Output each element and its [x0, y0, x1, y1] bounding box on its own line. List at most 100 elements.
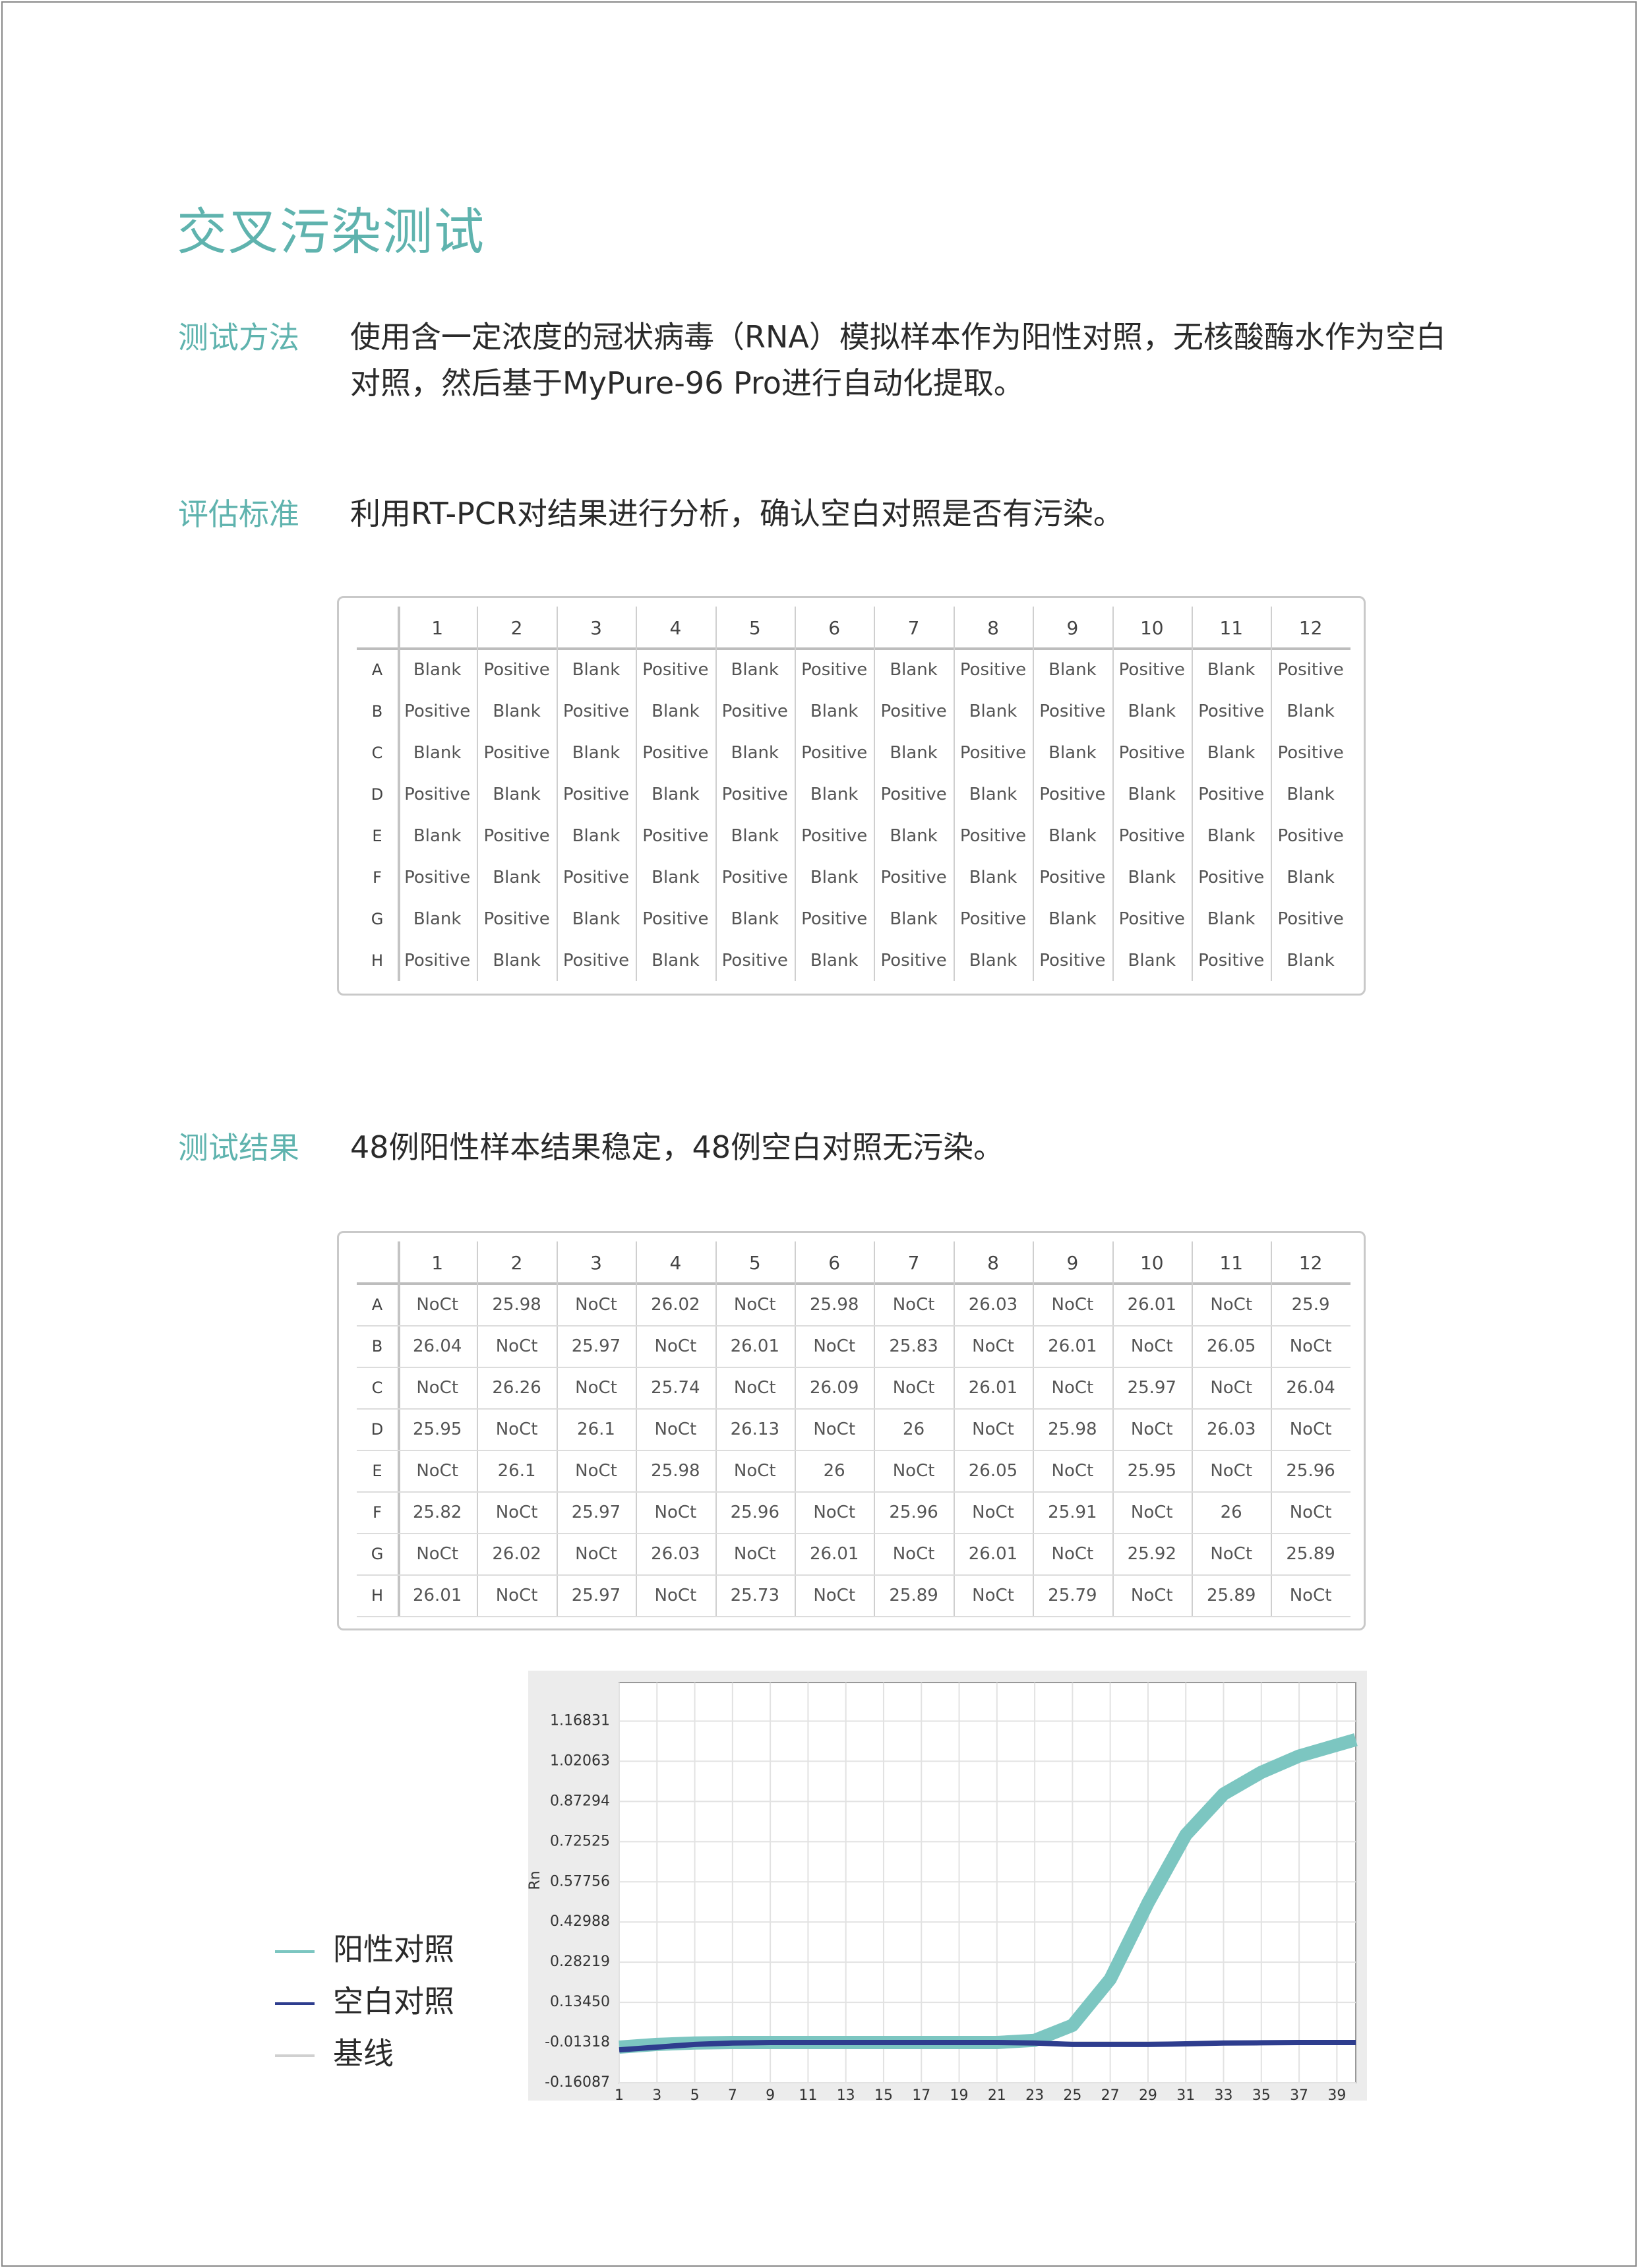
table-cell: Blank [810, 950, 859, 970]
column-rule [874, 1241, 876, 1616]
column-rule [1271, 607, 1273, 981]
table-cell: Blank [890, 825, 938, 846]
column-rule [1033, 607, 1035, 981]
table-cell: NoCt [1051, 1460, 1094, 1481]
table-cell: Blank [1048, 659, 1097, 680]
column-rule [1033, 1241, 1035, 1616]
row-rule [357, 1616, 1350, 1617]
table-cell: Blank [652, 867, 700, 887]
table-cell: NoCt [575, 1294, 617, 1315]
row-header: D [371, 1419, 384, 1439]
column-rule [398, 607, 400, 981]
table-cell: NoCt [654, 1336, 697, 1356]
table-cell: Positive [1039, 701, 1106, 721]
y-tick-label: 0.87294 [550, 1793, 610, 1809]
table-cell: NoCt [1130, 1502, 1173, 1522]
table-cell: 26.02 [492, 1543, 541, 1564]
section-label: 测试方法 [178, 320, 299, 355]
x-tick-label: 19 [950, 2087, 969, 2104]
table-cell: NoCt [892, 1377, 935, 1398]
table-cell: NoCt [1210, 1377, 1253, 1398]
row-rule [357, 1533, 1350, 1534]
table-cell: Positive [801, 742, 868, 763]
table-cell: Blank [572, 825, 621, 846]
x-tick-label: 9 [766, 2087, 775, 2104]
table-cell: Blank [1207, 909, 1256, 929]
column-header: 3 [590, 1251, 602, 1274]
row-header: D [371, 785, 384, 804]
table-cell: Blank [890, 659, 938, 680]
column-header: 10 [1139, 1251, 1164, 1274]
column-rule [556, 607, 558, 981]
table-cell: 25.74 [651, 1377, 700, 1398]
table-cell: Blank [731, 742, 779, 763]
table-cell: NoCt [972, 1419, 1014, 1439]
column-header: 1 [431, 616, 444, 639]
table-cell: Blank [1207, 825, 1256, 846]
table-cell: NoCt [654, 1585, 697, 1605]
table-cell: NoCt [1051, 1377, 1094, 1398]
table-cell: Blank [572, 909, 621, 929]
table-cell: NoCt [495, 1585, 538, 1605]
table-cell: 25.97 [1127, 1377, 1176, 1398]
row-header: B [371, 701, 383, 721]
table-cell: 26 [1220, 1502, 1242, 1522]
plate-layout-table: 1 2 3 4 5 6 7 8 9 10 11 12 A Blank Positive Blank Positi… [337, 596, 1366, 996]
table-cell: Positive [1118, 825, 1185, 846]
y-tick-label: 1.02063 [550, 1752, 610, 1769]
y-axis-label: Rn [527, 1870, 543, 1890]
table-cell: 25.96 [730, 1502, 779, 1522]
table-cell: Positive [642, 909, 709, 929]
column-header: 5 [748, 1251, 761, 1274]
table-cell: Blank [493, 950, 541, 970]
table-cell: 25.73 [730, 1585, 779, 1605]
column-header: 9 [1066, 616, 1079, 639]
table-cell: 25.97 [571, 1336, 621, 1356]
table-cell: 26.03 [1206, 1419, 1256, 1439]
table-cell: Blank [1048, 742, 1097, 763]
table-cell: Blank [572, 742, 621, 763]
table-cell: Blank [731, 909, 779, 929]
table-cell: 25.82 [412, 1502, 462, 1522]
table-cell: Positive [1118, 659, 1185, 680]
row-header: A [371, 1295, 383, 1314]
column-rule [1112, 607, 1114, 981]
table-cell: Blank [413, 825, 462, 846]
column-header: 4 [669, 1251, 682, 1274]
column-rule [795, 607, 796, 981]
table-cell: 25.83 [889, 1336, 938, 1356]
table-cell: Blank [493, 784, 541, 804]
table-cell: NoCt [1051, 1543, 1094, 1564]
column-rule [1192, 607, 1193, 981]
table-cell: NoCt [892, 1543, 935, 1564]
column-rule [953, 607, 955, 981]
table-cell: 26.04 [412, 1336, 462, 1356]
table-cell: NoCt [1289, 1336, 1332, 1356]
x-tick-label: 13 [837, 2087, 855, 2104]
page-title: 交叉污染测试 [177, 202, 485, 261]
column-rule [636, 1241, 638, 1616]
table-cell: Positive [642, 742, 709, 763]
table-cell: Positive [483, 825, 550, 846]
row-rule [357, 1408, 1350, 1410]
table-cell: Positive [404, 867, 471, 887]
table-cell: 25.95 [1127, 1460, 1176, 1481]
row-header: G [371, 1544, 384, 1563]
table-cell: NoCt [416, 1460, 459, 1481]
table-cell: NoCt [892, 1460, 935, 1481]
table-cell: Blank [890, 909, 938, 929]
row-header: H [371, 951, 384, 970]
x-tick-label: 25 [1063, 2087, 1081, 2104]
table-cell: 26.01 [968, 1377, 1018, 1398]
table-cell: Positive [642, 659, 709, 680]
table-cell: 26.09 [809, 1377, 859, 1398]
table-cell: 25.89 [1206, 1585, 1256, 1605]
table-cell: Positive [1198, 784, 1265, 804]
table-cell: Positive [801, 825, 868, 846]
table-cell: Blank [413, 742, 462, 763]
row-rule [357, 1325, 1350, 1327]
column-rule [477, 1241, 479, 1616]
table-cell: Blank [413, 909, 462, 929]
